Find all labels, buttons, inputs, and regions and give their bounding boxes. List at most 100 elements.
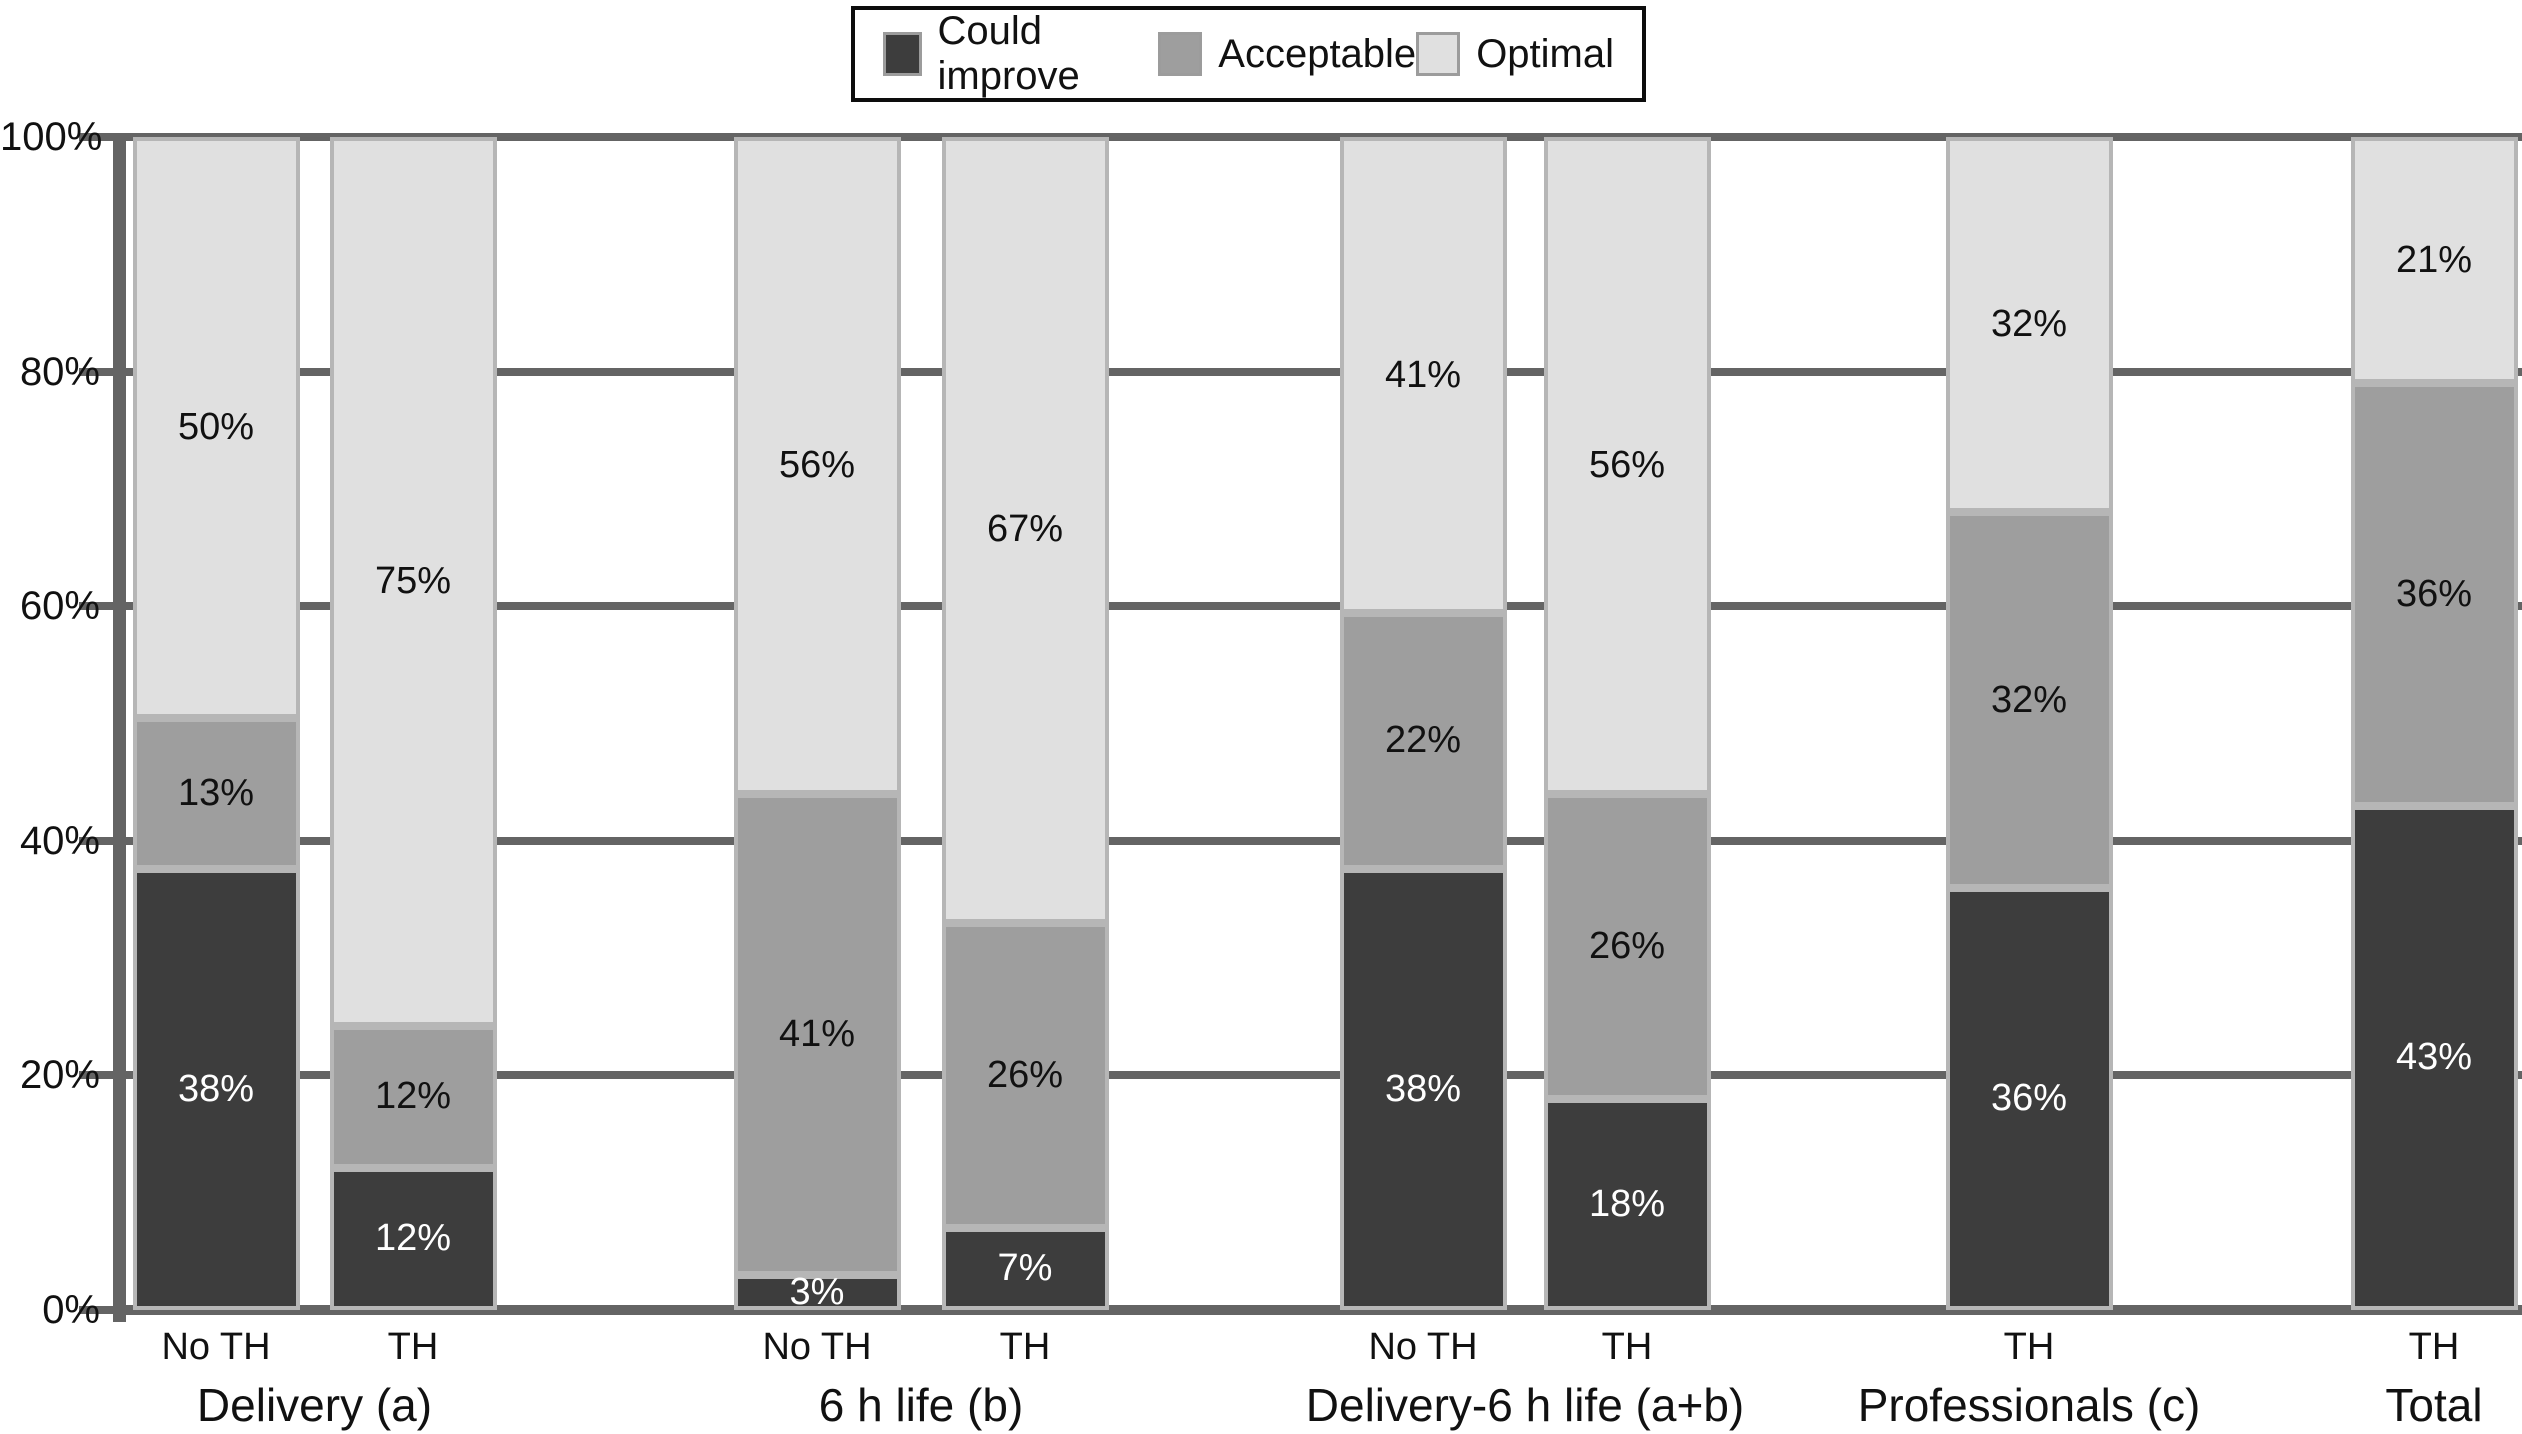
bar: 7% 26% 67% [941, 137, 1109, 1310]
bar: 36% 32% 32% [1945, 137, 2113, 1310]
x-tick-label: TH [387, 1326, 439, 1368]
x-tick-label: TH [2003, 1326, 2055, 1368]
bar-value-label: 22% [1384, 719, 1462, 762]
bar-segment: 12% [329, 1167, 497, 1310]
bar-segment: 56% [1543, 137, 1711, 794]
bar-value-label: 12% [374, 1075, 452, 1118]
y-axis-tick-80 [79, 367, 119, 376]
legend-item-could-improve: Could improve [883, 9, 1158, 99]
bar-segment: 26% [1543, 793, 1711, 1099]
group-label-1: 6 h life (b) [818, 1379, 1024, 1431]
bar-segment: 3% [733, 1271, 901, 1313]
bar: 38% 13% 50% [132, 137, 300, 1310]
gridline-60 [119, 602, 2522, 611]
bar-segment: 75% [329, 137, 497, 1026]
group-label-4: Total [2385, 1379, 2483, 1431]
x-tick-label: No TH [1368, 1326, 1478, 1368]
bar: 3% 41% 56% [733, 137, 901, 1313]
legend-swatch-optimal [1416, 32, 1461, 76]
legend-label-could-improve: Could improve [937, 9, 1080, 98]
bar: 12% 12% 75% [329, 137, 497, 1310]
bar-segment: 36% [1945, 887, 2113, 1310]
bar-value-label: 67% [986, 508, 1064, 551]
bar-segment: 56% [733, 137, 901, 794]
bar: 43% 36% 21% [2350, 137, 2518, 1310]
legend-label-optimal: Optimal [1476, 31, 1614, 76]
bar-segment: 7% [941, 1227, 1109, 1310]
plot-area: 38% 13% 50% 12% 12% 75% 3% 41% 56% 7% 26% 67% 38% 22%… [79, 133, 2522, 1322]
bar-value-label: 7% [997, 1247, 1053, 1290]
gridline-20 [119, 1071, 2522, 1080]
legend-swatch-acceptable [1158, 32, 1203, 76]
bar-segment: 36% [2350, 383, 2518, 806]
bar-segment: 22% [1339, 613, 1507, 869]
bar: 18% 26% 56% [1543, 137, 1711, 1310]
group-label-0: Delivery (a) [196, 1379, 433, 1431]
bar-segment: 43% [2350, 805, 2518, 1310]
y-axis-tick-60 [79, 602, 119, 611]
y-axis-tick-40 [79, 836, 119, 845]
bar-segment: 50% [132, 137, 300, 718]
gridline-100 [119, 133, 2522, 141]
bar-segment: 13% [132, 717, 300, 869]
y-tick-label-0: 0% [42, 1288, 100, 1332]
group-label-2: Delivery-6 h life (a+b) [1305, 1379, 1745, 1431]
bar-value-label: 18% [1588, 1182, 1666, 1225]
bar-value-label: 26% [986, 1053, 1064, 1096]
legend-swatch-could-improve [883, 32, 922, 76]
bar-segment: 38% [1339, 868, 1507, 1310]
y-axis-line [113, 133, 126, 1322]
y-axis-tick-100 [79, 133, 119, 141]
x-tick-label: No TH [161, 1326, 271, 1368]
bar-value-label: 56% [1588, 443, 1666, 486]
bar-value-label: 41% [778, 1012, 856, 1055]
bar-segment: 38% [132, 868, 300, 1310]
legend-item-acceptable: Acceptable [1158, 32, 1416, 77]
group-label-3: Professionals (c) [1857, 1379, 2201, 1431]
y-tick-label-60: 60% [19, 584, 100, 629]
y-tick-label-20: 20% [19, 1053, 100, 1098]
y-tick-label-100: 100% [0, 115, 103, 159]
bar-value-label: 26% [1588, 924, 1666, 967]
bar-value-label: 38% [1384, 1067, 1462, 1110]
bar-value-label: 3% [789, 1270, 845, 1313]
bar-value-label: 43% [2395, 1036, 2473, 1079]
bar-value-label: 32% [1990, 678, 2068, 721]
bar-segment: 12% [329, 1025, 497, 1168]
bar-segment: 18% [1543, 1098, 1711, 1310]
bar-segment: 67% [941, 137, 1109, 923]
x-tick-label: TH [2408, 1326, 2460, 1368]
y-tick-label-40: 40% [19, 818, 100, 863]
bar-value-label: 32% [1990, 303, 2068, 346]
gridline-0 [119, 1305, 2522, 1315]
bar-value-label: 36% [2395, 572, 2473, 615]
bar-value-label: 13% [177, 771, 255, 814]
x-tick-label: TH [999, 1326, 1051, 1368]
x-tick-label: TH [1601, 1326, 1653, 1368]
bar-value-label: 36% [1990, 1077, 2068, 1120]
bar-value-label: 12% [374, 1217, 452, 1260]
bar-value-label: 75% [374, 559, 452, 602]
gridline-40 [119, 836, 2522, 845]
y-tick-label-80: 80% [19, 349, 100, 394]
bar-segment: 41% [1339, 137, 1507, 614]
bar-value-label: 41% [1384, 353, 1462, 396]
bar-segment: 41% [733, 793, 901, 1275]
bar: 38% 22% 41% [1339, 137, 1507, 1310]
legend: Could improve Acceptable Optimal [851, 6, 1646, 102]
bar-value-label: 21% [2395, 238, 2473, 281]
y-axis-tick-0 [79, 1306, 119, 1314]
legend-label-acceptable: Acceptable [1218, 31, 1417, 76]
bar-value-label: 50% [177, 405, 255, 448]
bar-value-label: 38% [177, 1067, 255, 1110]
bar-segment: 26% [941, 922, 1109, 1228]
x-tick-label: No TH [762, 1326, 872, 1368]
gridline-80 [119, 367, 2522, 376]
bar-segment: 32% [1945, 137, 2113, 513]
y-axis-tick-20 [79, 1071, 119, 1080]
legend-item-optimal: Optimal [1416, 32, 1614, 77]
bar-value-label: 56% [778, 443, 856, 486]
bar-segment: 32% [1945, 512, 2113, 888]
bar-segment: 21% [2350, 137, 2518, 384]
